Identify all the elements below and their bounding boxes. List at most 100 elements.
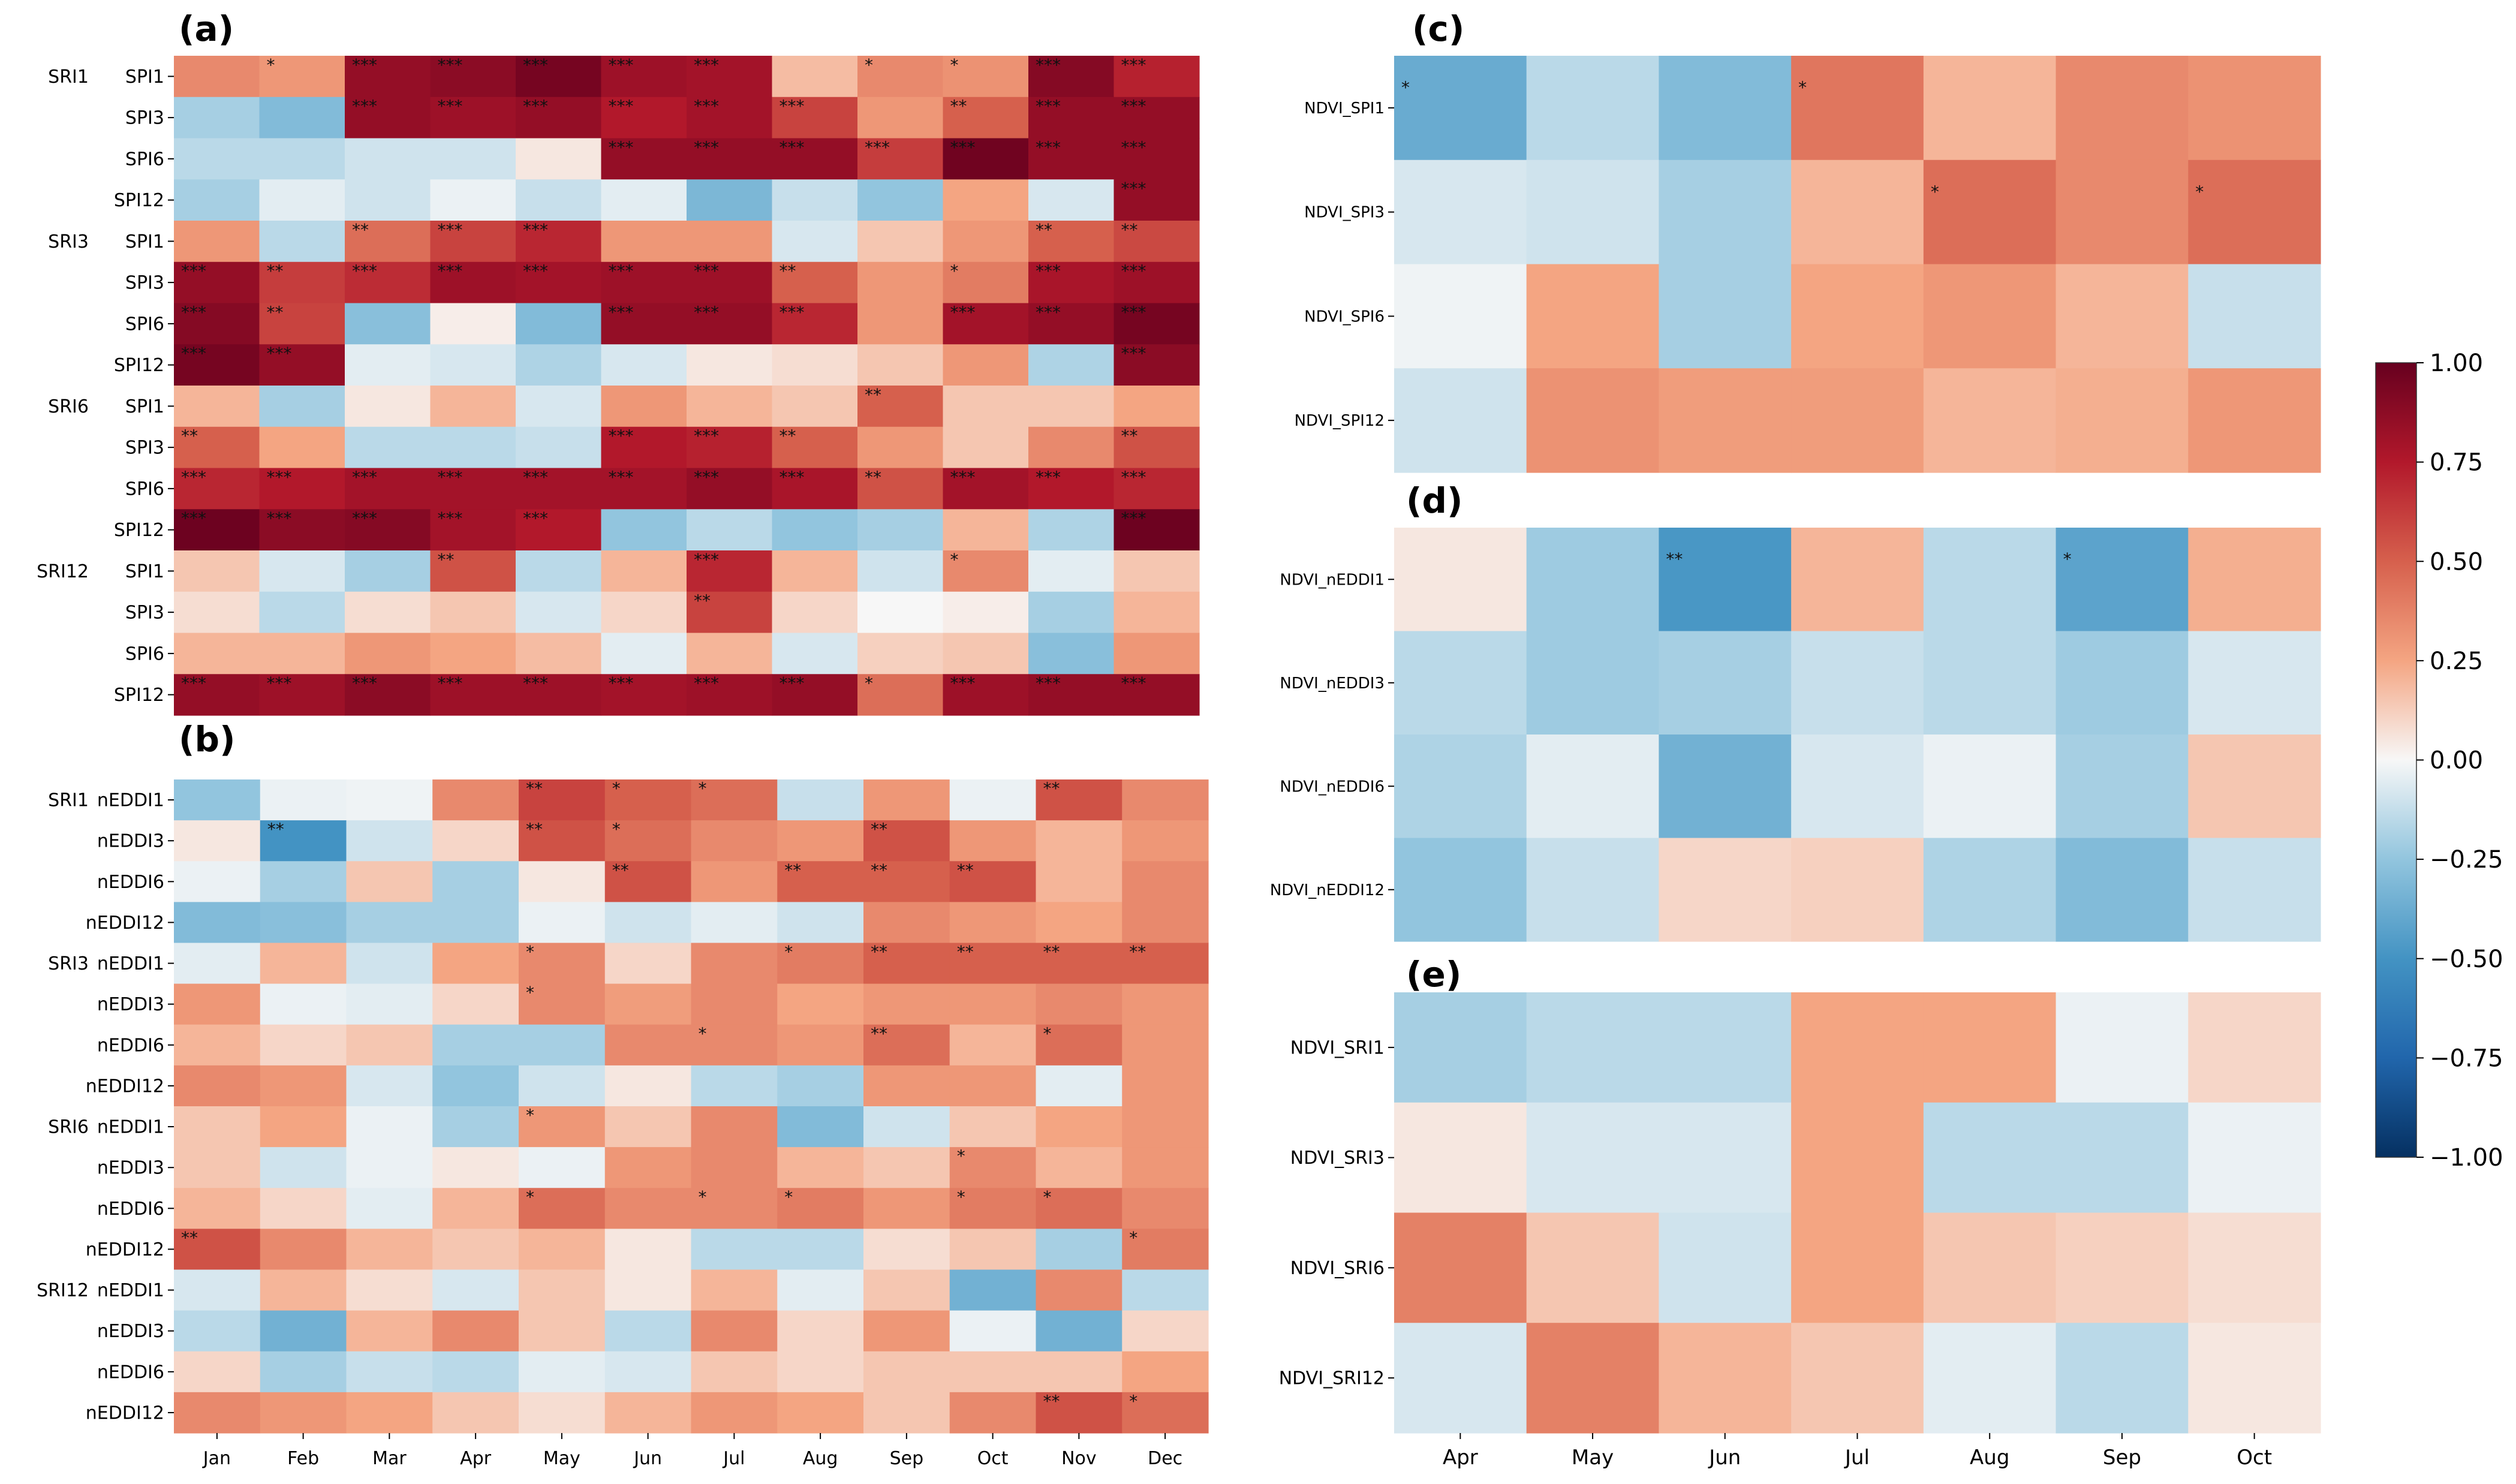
heatmap-cell	[1394, 1323, 1527, 1434]
heatmap-cell	[1526, 1323, 1660, 1434]
heatmap-cell	[432, 983, 519, 1025]
significance-mark: **	[1043, 779, 1060, 799]
significance-mark: **	[1043, 1391, 1060, 1411]
heatmap-cell	[516, 509, 602, 551]
heatmap-cell	[1659, 528, 1792, 632]
heatmap-cell	[430, 138, 516, 180]
heatmap-cell	[857, 344, 944, 386]
significance-mark: *	[1043, 1024, 1052, 1043]
heatmap-cell	[174, 820, 261, 862]
heatmap-cell	[174, 633, 260, 675]
heatmap-cell	[777, 983, 864, 1025]
heatmap-cell	[1122, 983, 1209, 1025]
heatmap-cell	[1122, 779, 1209, 821]
colorbar-tick-label: 0.50	[2430, 548, 2483, 576]
row-label: NDVI_SRI12	[1279, 1368, 1385, 1389]
heatmap-cell	[949, 943, 1037, 985]
heatmap-cell	[174, 943, 261, 985]
heatmap-cell	[601, 550, 687, 592]
significance-mark: ***	[609, 261, 634, 281]
heatmap-cell	[691, 943, 778, 985]
heatmap-cell	[174, 1310, 261, 1352]
heatmap-cell	[1036, 1310, 1122, 1352]
heatmap-cell	[1122, 1188, 1209, 1229]
significance-mark: ***	[523, 55, 548, 75]
heatmap-cell	[1394, 838, 1527, 942]
heatmap-cell	[1028, 509, 1115, 551]
significance-mark: *	[950, 55, 959, 75]
heatmap-cell	[346, 983, 433, 1025]
heatmap-cell	[2188, 159, 2321, 265]
heatmap-cell	[777, 1269, 864, 1311]
heatmap-cell	[1659, 735, 1792, 839]
heatmap-cell	[519, 943, 606, 985]
heatmap-cell	[1526, 992, 1660, 1103]
heatmap-cell	[1028, 179, 1115, 221]
heatmap-cell	[2188, 528, 2321, 632]
row-label: NDVI_SPI3	[1304, 204, 1385, 222]
heatmap-cell	[2188, 1323, 2321, 1434]
heatmap-cell	[777, 1065, 864, 1107]
heatmap-cell	[777, 902, 864, 944]
heatmap-cell	[259, 509, 345, 551]
heatmap-cell	[1122, 943, 1209, 985]
significance-mark: ***	[1121, 344, 1146, 363]
heatmap-cell	[260, 1147, 347, 1188]
row-label: SPI12	[114, 190, 164, 211]
heatmap-cell	[949, 779, 1037, 821]
row-label: nEDDI3	[97, 1158, 164, 1179]
heatmap-cell	[1659, 1323, 1792, 1434]
heatmap-cell	[1659, 838, 1792, 942]
heatmap-cell	[1113, 674, 1200, 716]
heatmap-cell	[345, 179, 431, 221]
heatmap-cell	[432, 1147, 519, 1188]
heatmap-cell	[777, 1106, 864, 1148]
heatmap-cell	[346, 1351, 433, 1393]
significance-mark: ***	[694, 97, 719, 116]
heatmap-cell	[519, 861, 606, 902]
heatmap-cell	[1526, 528, 1660, 632]
heatmap-cell	[601, 509, 687, 551]
heatmap-cell	[345, 97, 431, 139]
significance-mark: ***	[950, 137, 976, 157]
heatmap-cell	[1791, 631, 1924, 735]
heatmap-cell	[430, 426, 516, 469]
heatmap-cell	[1028, 303, 1115, 345]
heatmap-cell	[857, 97, 944, 139]
heatmap-cell	[604, 779, 692, 821]
heatmap-cell	[174, 1351, 261, 1393]
heatmap-cell	[1923, 264, 2057, 369]
significance-mark: ***	[267, 344, 292, 363]
panel-label: (d)	[1406, 480, 1463, 521]
heatmap-cell	[943, 261, 1029, 304]
heatmap-cell	[174, 591, 260, 634]
heatmap-cell	[863, 1269, 950, 1311]
heatmap-cell	[949, 1106, 1037, 1148]
heatmap-cell	[949, 1351, 1037, 1393]
significance-mark: *	[1401, 78, 1410, 98]
heatmap-cell	[519, 1269, 606, 1311]
x-label: Oct	[2237, 1446, 2272, 1470]
significance-mark: ***	[523, 467, 548, 487]
heatmap-cell	[430, 550, 516, 592]
heatmap-cell	[1791, 1212, 1924, 1323]
heatmap-cell	[687, 550, 773, 592]
heatmap-cell	[687, 179, 773, 221]
heatmap-cell	[174, 426, 260, 469]
group-label: SRI12	[37, 1280, 89, 1301]
significance-mark: ***	[438, 673, 463, 693]
significance-mark: *	[526, 1106, 534, 1125]
significance-mark: *	[1798, 78, 1807, 98]
row-label: SPI1	[125, 231, 164, 252]
heatmap-cell	[863, 1065, 950, 1107]
heatmap-cell	[1028, 386, 1115, 428]
heatmap-cell	[1036, 779, 1122, 821]
heatmap-cell	[1113, 426, 1200, 469]
significance-mark: **	[694, 591, 711, 611]
heatmap-cell	[777, 1229, 864, 1271]
significance-mark: ***	[267, 508, 292, 528]
significance-mark: ***	[352, 55, 377, 75]
significance-mark: ***	[523, 508, 548, 528]
significance-mark: ***	[181, 261, 206, 281]
x-label: Jul	[722, 1448, 745, 1469]
